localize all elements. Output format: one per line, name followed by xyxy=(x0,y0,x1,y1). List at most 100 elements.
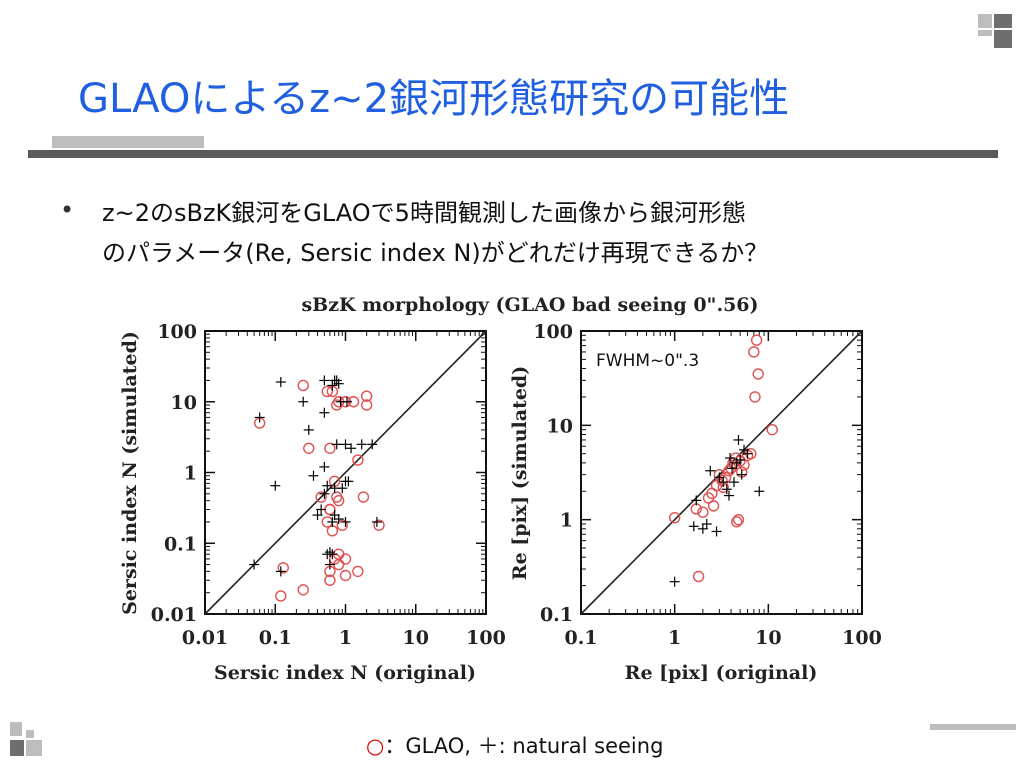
left-glao-point xyxy=(352,454,364,466)
left-glao-point xyxy=(357,491,370,503)
left-seeing-point xyxy=(324,547,335,558)
right-annotation-fwhm: FWHM~0".3 xyxy=(596,351,699,371)
left-glao-point xyxy=(297,379,309,392)
left-glao-point xyxy=(324,442,336,454)
left-seeing-point xyxy=(303,424,314,435)
left-glao-point xyxy=(275,590,287,602)
left-seeing-point xyxy=(327,549,338,560)
right-x-tick-label: 100 xyxy=(842,627,882,649)
left-seeing-point xyxy=(346,443,357,454)
right-seeing-point xyxy=(721,484,732,495)
left-seeing-point xyxy=(324,559,335,570)
right-glao-point xyxy=(731,516,743,528)
bullet-text: z~2のsBzK銀河をGLAOで5時間観測した画像から銀河形態 のパラメータ(R… xyxy=(102,193,992,273)
left-x-tick-label: 100 xyxy=(466,627,506,649)
right-y-axis-label: Re [pix] (simulated) xyxy=(509,366,531,580)
left-seeing-point xyxy=(327,516,338,527)
title-underline xyxy=(28,150,998,158)
left-seeing-point xyxy=(308,470,319,481)
right-x-axis-label: Re [pix] (original) xyxy=(625,662,818,684)
right-seeing-point xyxy=(669,576,680,587)
right-x-tick-label: 10 xyxy=(755,627,781,649)
left-x-tick-label: 1 xyxy=(339,627,352,649)
left-glao-point xyxy=(339,569,352,582)
legend-text: ：GLAO, ＋: natural seeing xyxy=(384,734,664,758)
left-glao-point xyxy=(324,503,336,516)
left-seeing-point xyxy=(319,407,330,418)
corner-decoration-bl-1 xyxy=(10,722,22,736)
right-x-tick-label: 0.1 xyxy=(564,627,597,649)
left-seeing-point xyxy=(312,510,323,521)
left-seeing-point xyxy=(331,439,342,450)
corner-decoration-tr-4 xyxy=(978,30,992,36)
right-seeing-point xyxy=(729,477,740,488)
left-seeing-point xyxy=(367,439,378,450)
right-seeing-point xyxy=(736,469,747,480)
left-seeing-point xyxy=(319,375,330,386)
right-seeing-point xyxy=(754,486,765,497)
right-y-tick-label: 1 xyxy=(560,510,573,532)
left-seeing-point xyxy=(270,480,281,491)
left-seeing-point xyxy=(319,461,330,472)
right-seeing-point xyxy=(701,518,712,529)
left-chart: 0.01 0.1 1 10 100 0.01 0.1 1 10 100 Sersic index … xyxy=(119,321,506,684)
left-x-axis-label: Sersic index N (original) xyxy=(214,662,476,684)
left-y-axis-label: Sersic index N (simulated) xyxy=(119,331,141,615)
right-glao-point xyxy=(707,500,720,512)
right-seeing-point xyxy=(718,477,729,488)
left-glao-point xyxy=(336,519,348,531)
right-plot-frame xyxy=(580,330,863,615)
left-glao-point xyxy=(326,525,339,537)
left-seeing-point xyxy=(275,377,286,388)
left-seeing-point xyxy=(333,514,344,525)
bullet-line-2: のパラメータ(Re, Sersic index N)がどれだけ再現できるか？ xyxy=(102,239,769,267)
right-seeing-point xyxy=(711,526,722,537)
right-glao-point xyxy=(750,334,763,346)
right-glao-point xyxy=(692,570,705,583)
right-seeing-point xyxy=(727,463,738,474)
left-seeing-point xyxy=(333,378,344,389)
left-glao-point xyxy=(297,584,309,596)
slide-title: GLAOによるz~2銀河形態研究の可能性 xyxy=(78,76,790,122)
left-seeing-point xyxy=(275,566,286,577)
left-seeing-point xyxy=(298,396,309,407)
corner-decoration-tr-2 xyxy=(994,14,1012,28)
left-seeing-point xyxy=(337,483,348,494)
left-glao-point xyxy=(315,491,327,503)
left-x-tick-label: 10 xyxy=(403,627,429,649)
legend-circle-glyph: ○ xyxy=(366,734,385,758)
legend: ○：GLAO, ＋: natural seeing xyxy=(366,730,663,760)
left-seeing-point xyxy=(356,439,367,450)
left-identity-line xyxy=(204,330,487,615)
left-x-tick-label: 0.01 xyxy=(182,627,228,649)
corner-decoration-tr-3 xyxy=(994,30,1012,48)
right-seeing-point xyxy=(742,448,753,459)
right-chart: 0.1 1 10 100 0.1 1 10 100 FWHM~0".3 Re [pix] (o… xyxy=(509,321,882,684)
right-seeing-point xyxy=(705,465,716,476)
left-glao-point xyxy=(360,399,373,411)
left-glao-point xyxy=(321,385,333,398)
left-seeing-point xyxy=(327,380,338,391)
left-seeing-point xyxy=(341,396,352,407)
right-seeing-point xyxy=(723,490,734,501)
title-underline-accent xyxy=(52,136,204,148)
left-y-tick-label: 1 xyxy=(184,463,197,485)
left-x-tick-label: 0.1 xyxy=(259,627,292,649)
left-y-tick-label: 0.1 xyxy=(164,533,197,555)
corner-decoration-bl-4 xyxy=(26,730,34,738)
right-glao-point xyxy=(697,506,709,518)
corner-decoration-tr-1 xyxy=(978,14,992,28)
right-glao-point xyxy=(752,368,764,380)
right-y-tick-label: 10 xyxy=(547,415,573,437)
left-seeing-point xyxy=(340,516,351,527)
right-seeing-point xyxy=(691,495,702,506)
left-y-tick-label: 100 xyxy=(157,321,197,343)
right-glao-point xyxy=(748,346,760,358)
left-glao-point xyxy=(277,562,289,574)
left-seeing-point xyxy=(319,488,330,499)
left-seeing-point xyxy=(340,439,351,450)
right-y-tick-label: 0.1 xyxy=(540,604,573,626)
right-glao-point xyxy=(732,513,745,526)
right-seeing-point xyxy=(725,453,736,464)
